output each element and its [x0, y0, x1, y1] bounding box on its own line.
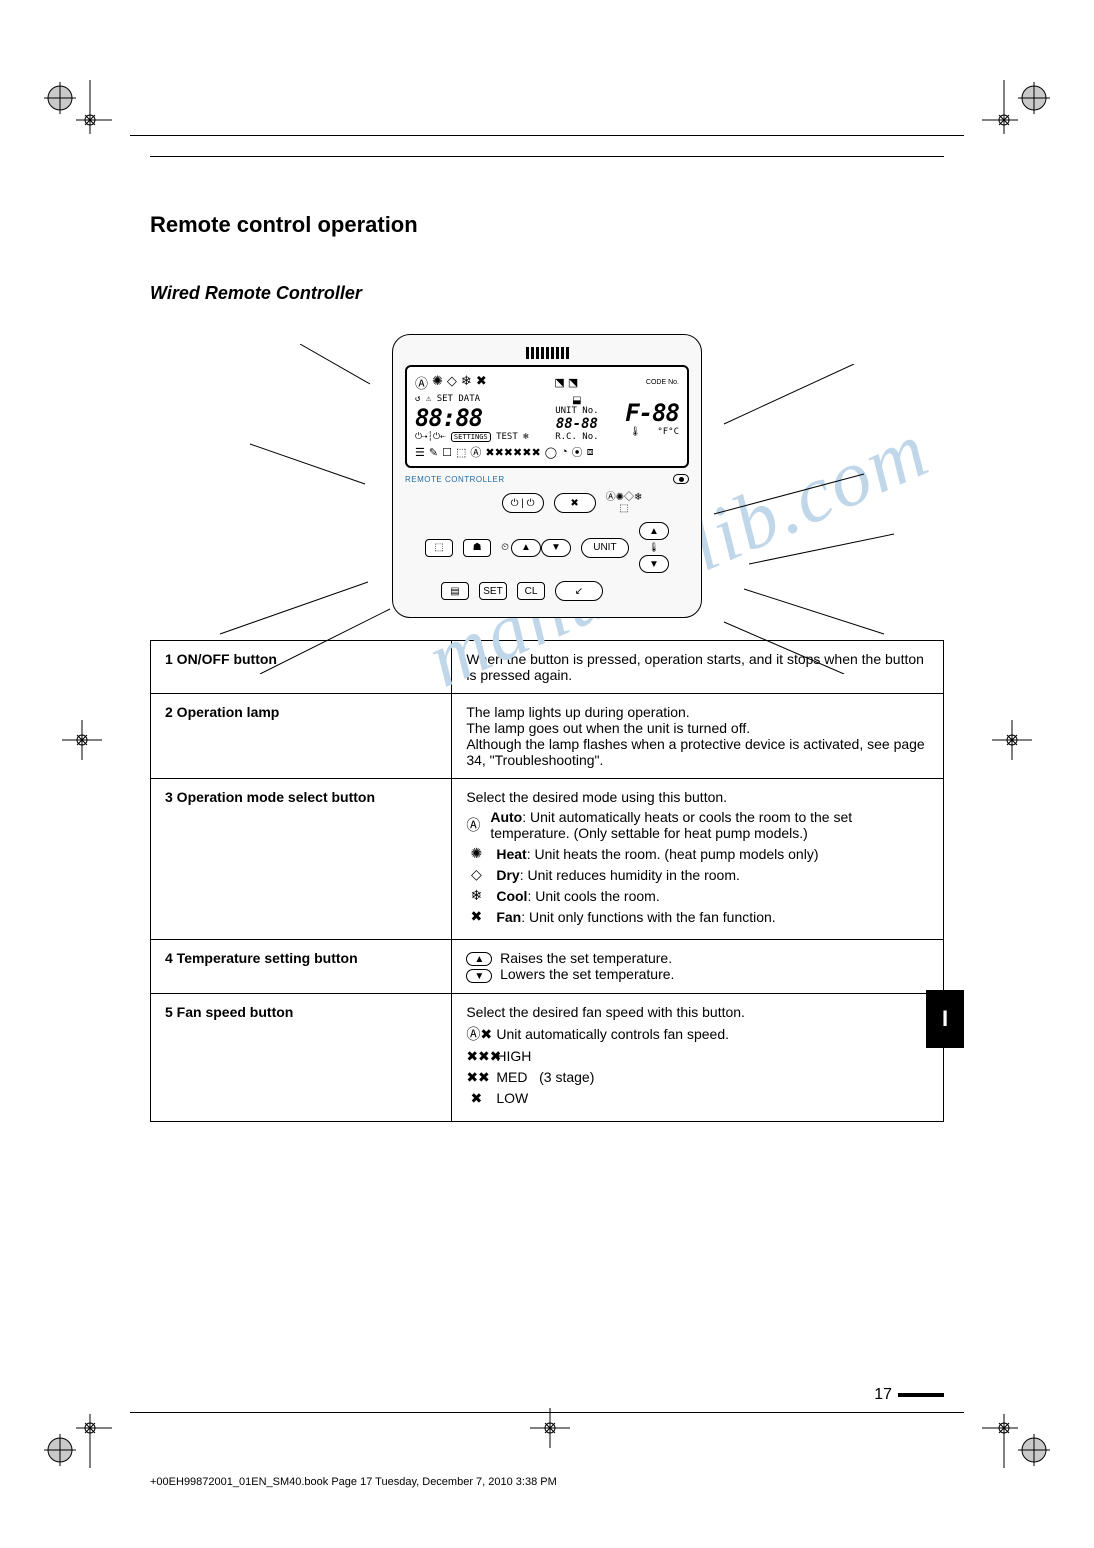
fan-icon: ✖: [466, 908, 486, 925]
lcd-bottom-icons: ☰ ✎ ☐ ⬚ Ⓐ ✖✖✖✖✖✖ ◯ ◔ ⦿ ⧈: [415, 444, 679, 460]
footer-meta: +00EH99872001_01EN_SM40.book Page 17 Tue…: [150, 1476, 557, 1488]
crop-mark-tr: [982, 80, 1052, 150]
remote-label-bar: REMOTE CONTROLLER: [405, 474, 689, 484]
row-desc: Select the desired mode using this butto…: [452, 779, 944, 940]
remote-lcd: Ⓐ ✺ ◇ ❄ ✖ ⬔⬔ CODE No.: [405, 365, 689, 468]
louver-button[interactable]: ⬚: [425, 539, 453, 557]
row-desc: The lamp lights up during operation. The…: [452, 694, 944, 779]
trim-line: [130, 1412, 964, 1413]
fan-speed-button[interactable]: ✖: [554, 493, 596, 513]
heat-icon: ✺: [466, 845, 486, 862]
lcd-rcno-label: R.C. No.: [555, 432, 598, 442]
trim-line: [130, 135, 964, 136]
fan-med-icon: ✖✖: [466, 1069, 486, 1086]
row-desc: Select the desired fan speed with this b…: [452, 993, 944, 1121]
page-body: Remote control operation Wired Remote Co…: [150, 150, 944, 1398]
operation-table: 1 ON/OFF button When the button is press…: [150, 640, 944, 1122]
leader-lines-left: [140, 344, 400, 674]
lcd-unitno-seg: 88-88: [555, 416, 598, 432]
auto-icon: Ⓐ: [466, 815, 480, 835]
cool-icon: ❄: [466, 887, 486, 904]
lcd-louver-icons: ⬔⬔: [554, 376, 578, 389]
table-row: 4 Temperature setting button ▲ Raises th…: [151, 940, 944, 994]
cl-button[interactable]: CL: [517, 582, 545, 600]
timer-down-button[interactable]: ▼: [541, 539, 571, 557]
remote-grille: [405, 345, 689, 359]
temp-up-mini-icon: ▲: [466, 952, 492, 966]
row-label: 2 Operation lamp: [151, 694, 452, 779]
lcd-bottom-pills: ⏻⇢┆⏻⇠ SETTINGS TEST ❄: [415, 432, 529, 442]
section-indicator-tab: I: [926, 990, 964, 1048]
lcd-setdata: ↺ ⚠ SET DATA: [415, 394, 529, 404]
remote-button-area: ⏻ | ⏻ ✖ Ⓐ✺◇❄⬚ ⬚ ☗ ⏲ ▲ ▼ UNIT ▲ 🌡: [405, 492, 689, 601]
onoff-button[interactable]: ⏻ | ⏻: [502, 493, 544, 513]
row-label: 5 Fan speed button: [151, 993, 452, 1121]
crop-mark-mr: [992, 720, 1052, 760]
swing-button[interactable]: ☗: [463, 539, 491, 557]
row-label: 3 Operation mode select button: [151, 779, 452, 940]
crop-mark-br: [982, 1398, 1052, 1468]
remote-body: Ⓐ ✺ ◇ ❄ ✖ ⬔⬔ CODE No.: [392, 334, 702, 618]
row-label: 4 Temperature setting button: [151, 940, 452, 994]
fan-auto-icon: Ⓐ✖: [466, 1024, 486, 1044]
operation-lamp-icon: [673, 474, 689, 484]
lcd-mode-icons: Ⓐ ✺ ◇ ❄ ✖: [415, 373, 487, 392]
remote-figure: Ⓐ ✺ ◇ ❄ ✖ ⬔⬔ CODE No.: [150, 334, 944, 618]
vent-button[interactable]: ↙: [555, 581, 603, 601]
unit-button[interactable]: UNIT: [581, 538, 629, 558]
fan-low-icon: ✖: [466, 1090, 486, 1107]
filter-button[interactable]: ▤: [441, 582, 469, 600]
set-button[interactable]: SET: [479, 582, 507, 600]
dry-icon: ◇: [466, 866, 486, 883]
section-subtitle: Wired Remote Controller: [150, 283, 944, 304]
table-row: 2 Operation lamp The lamp lights up duri…: [151, 694, 944, 779]
crop-mark-bl: [42, 1398, 112, 1468]
lcd-code-block: CODE No.: [646, 379, 679, 386]
lcd-unitno-label: UNIT No.: [555, 406, 598, 416]
temp-down-button[interactable]: ▼: [639, 555, 669, 573]
table-row: 5 Fan speed button Select the desired fa…: [151, 993, 944, 1121]
crop-mark-tl: [42, 80, 112, 150]
fan-high-icon: ✖✖✖: [466, 1048, 486, 1065]
row-desc: ▲ Raises the set temperature. ▼ Lowers t…: [452, 940, 944, 994]
leader-lines-right: [694, 364, 954, 674]
temp-up-button[interactable]: ▲: [639, 522, 669, 540]
crop-mark-mb: [530, 1408, 570, 1468]
thermometer-icon: 🌡: [648, 542, 659, 553]
title-rule: [150, 156, 944, 157]
temp-down-mini-icon: ▼: [466, 969, 492, 983]
table-row: 3 Operation mode select button Select th…: [151, 779, 944, 940]
lcd-code-seg: F-88: [625, 399, 679, 427]
timer-icon: ⏲: [501, 542, 509, 553]
page-number: 17: [874, 1386, 944, 1404]
lcd-time-seg: 88:88: [415, 404, 529, 432]
section-title: Remote control operation: [150, 212, 944, 238]
crop-mark-ml: [42, 720, 102, 760]
timer-up-button[interactable]: ▲: [511, 539, 541, 557]
mode-legend-icon: Ⓐ✺◇❄⬚: [606, 492, 643, 514]
